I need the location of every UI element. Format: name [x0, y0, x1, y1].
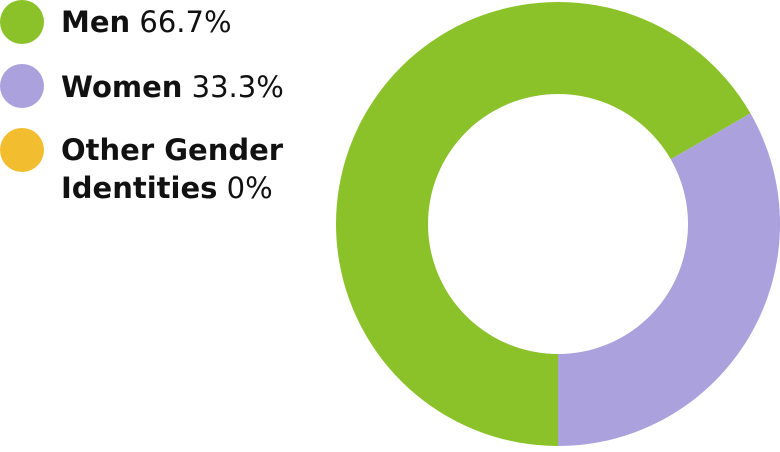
slice-men: [336, 2, 751, 446]
legend-swatch-other: [0, 128, 44, 172]
legend-label-other: Other Gender Identities 0%: [61, 131, 283, 207]
legend-name-other-line1: Other Gender: [61, 133, 284, 167]
legend-value-other: 0%: [226, 171, 273, 205]
slice-women: [558, 113, 780, 447]
legend-label-women: Women 33.3%: [61, 68, 284, 106]
legend-item-other: Other Gender Identities 0%: [0, 128, 283, 207]
legend-swatch-women: [0, 64, 44, 108]
legend-name-other-line2: Identities: [61, 171, 218, 205]
legend-name-men: Men: [61, 5, 131, 39]
legend-item-men: Men 66.7%: [0, 0, 232, 44]
legend-value-women: 33.3%: [191, 70, 284, 104]
legend-swatch-men: [0, 0, 44, 44]
legend-value-men: 66.7%: [139, 5, 232, 39]
legend-name-women: Women: [61, 70, 183, 104]
legend-label-men: Men 66.7%: [61, 3, 232, 41]
legend-item-women: Women 33.3%: [0, 64, 284, 108]
